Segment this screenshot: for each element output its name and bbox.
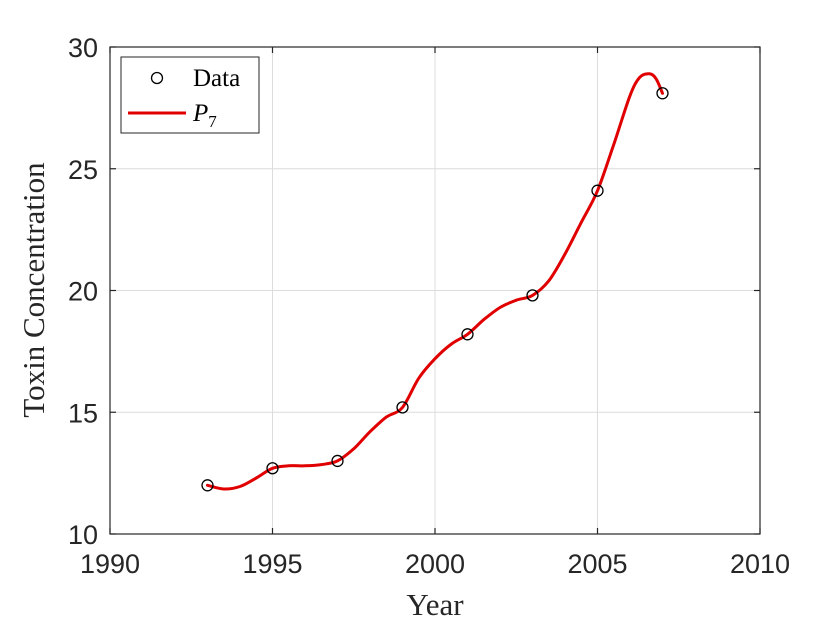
data-point xyxy=(266,462,279,475)
y-tick-label: 20 xyxy=(68,277,98,307)
x-tick-label: 2005 xyxy=(567,549,627,579)
x-tick-label: 2010 xyxy=(730,549,790,579)
y-tick-label: 30 xyxy=(68,33,98,63)
y-tick-label: 10 xyxy=(68,520,98,550)
data-point xyxy=(526,289,539,302)
data-point xyxy=(591,184,604,197)
data-point xyxy=(461,328,474,341)
x-axis-label: Year xyxy=(406,587,464,622)
legend-data-label: Data xyxy=(193,65,240,92)
legend-box xyxy=(120,56,260,134)
x-tick-label: 2000 xyxy=(405,549,465,579)
x-tick-label: 1990 xyxy=(80,549,140,579)
data-point xyxy=(656,87,669,100)
x-tick-label: 1995 xyxy=(242,549,302,579)
legend: Data P7 xyxy=(120,56,260,134)
legend-fit-name: P xyxy=(192,100,208,127)
y-tick-label: 15 xyxy=(68,398,98,428)
marker-layer xyxy=(201,87,669,492)
y-axis-label: Toxin Concentration xyxy=(16,162,51,418)
data-point xyxy=(331,454,344,468)
legend-data-marker xyxy=(150,71,164,85)
curve-layer xyxy=(206,72,664,491)
y-tick-label: 25 xyxy=(68,155,98,185)
data-point xyxy=(201,479,214,492)
legend-fit-label: P7 xyxy=(192,100,217,131)
legend-fit-subscript: 7 xyxy=(208,112,217,131)
p7-fit-curve xyxy=(206,72,664,491)
data-point xyxy=(396,401,409,414)
